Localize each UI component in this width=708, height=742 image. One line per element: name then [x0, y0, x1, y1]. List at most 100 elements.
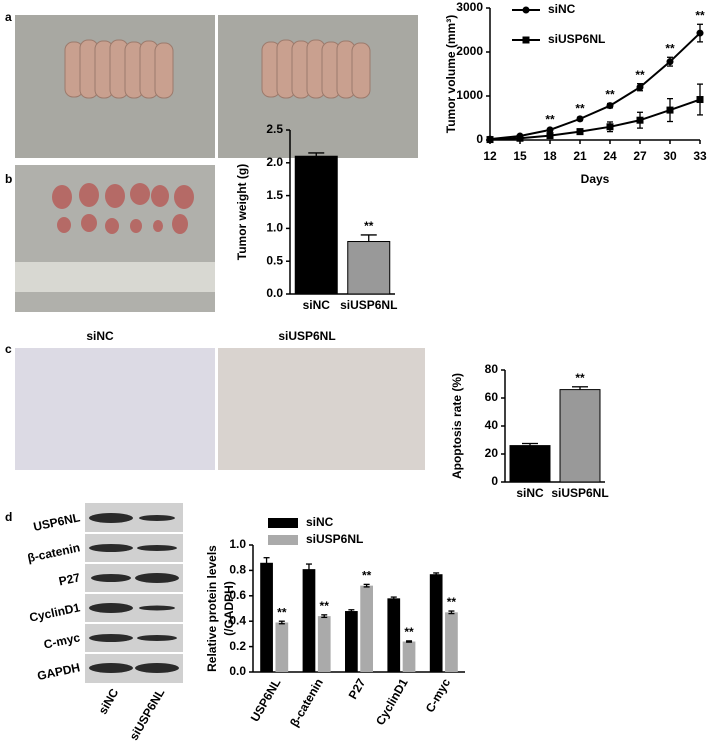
- x-axis-label: Days: [581, 172, 610, 186]
- ihc-images: [15, 348, 425, 470]
- x-tick-label: 21: [573, 149, 587, 163]
- x-tick-label: P27: [346, 676, 369, 702]
- image-label: siNC: [86, 329, 114, 343]
- bar: [559, 389, 601, 483]
- y-axis-label: Apoptosis rate (%): [450, 373, 464, 479]
- significance: **: [277, 605, 287, 619]
- blot-column-label: siNC: [96, 686, 122, 717]
- y-tick-label: 80: [485, 362, 499, 376]
- panel-label: c: [5, 342, 12, 356]
- marker: [576, 128, 584, 136]
- marker: [516, 134, 524, 142]
- y-tick-label: 0.4: [229, 613, 246, 627]
- y-tick-label: 0: [491, 474, 498, 488]
- y-tick-label: 0: [476, 132, 483, 146]
- legend-label: siNC: [548, 2, 576, 16]
- y-axis-label: (/GADPH): [222, 581, 236, 636]
- marker: [696, 96, 704, 104]
- y-tick-label: 3000: [456, 0, 483, 14]
- x-tick-label: siUSP6NL: [340, 298, 397, 312]
- x-tick-label: 24: [603, 149, 617, 163]
- x-tick-label: C-myc: [423, 676, 454, 715]
- x-tick-label: CyclinD1: [373, 676, 411, 728]
- y-axis-label: Tumor weight (g): [235, 164, 249, 260]
- bar: [445, 612, 458, 672]
- x-tick-label: β-catenin: [287, 676, 326, 729]
- panel-label: b: [5, 172, 12, 186]
- y-tick-label: 0.8: [229, 563, 246, 577]
- x-tick-label: 18: [543, 149, 557, 163]
- blot-column-label: siUSP6NL: [127, 686, 168, 742]
- significance: **: [635, 68, 645, 82]
- blot-row-label: USP6NL: [32, 510, 81, 534]
- series-line: [489, 32, 701, 141]
- marker: [606, 102, 614, 110]
- marker: [546, 132, 554, 140]
- x-tick-label: 33: [693, 149, 707, 163]
- bar: [275, 622, 289, 672]
- significance: **: [695, 8, 705, 22]
- bar: [347, 241, 391, 295]
- panel-label: a: [5, 10, 12, 24]
- marker: [666, 106, 674, 114]
- significance: **: [665, 41, 675, 55]
- marker: [636, 116, 644, 124]
- bar: [360, 585, 373, 672]
- y-tick-label: 1000: [456, 88, 483, 102]
- x-tick-label: siUSP6NL: [551, 486, 608, 500]
- bar: [387, 598, 401, 672]
- bar: [294, 155, 338, 295]
- legend-swatch: [268, 535, 298, 545]
- y-tick-label: 0.6: [229, 588, 246, 602]
- bar: [317, 616, 331, 672]
- panel-label: d: [5, 510, 12, 524]
- significance: **: [575, 101, 585, 115]
- x-tick-label: 27: [633, 149, 647, 163]
- marker: [546, 126, 554, 134]
- y-tick-label: 0.0: [229, 664, 246, 678]
- y-axis-label: Relative protein levels: [205, 545, 219, 672]
- marker: [606, 123, 614, 131]
- mouse-photos: [15, 15, 418, 158]
- bar: [260, 562, 273, 672]
- y-tick-label: 1.5: [266, 188, 283, 202]
- y-tick-label: 0.5: [266, 253, 283, 267]
- y-tick-label: 40: [485, 418, 499, 432]
- y-tick-label: 2.0: [266, 155, 283, 169]
- western-blot: [85, 503, 183, 683]
- significance: **: [320, 599, 330, 613]
- legend-label: siNC: [306, 515, 334, 529]
- significance: **: [447, 595, 457, 609]
- significance: **: [364, 219, 374, 233]
- y-axis-label: Tumor volume (mm³): [444, 15, 458, 133]
- y-tick-label: 1.0: [266, 221, 283, 235]
- significance: **: [545, 113, 555, 127]
- y-tick-label: 1.0: [229, 537, 246, 551]
- legend-swatch: [268, 518, 298, 528]
- blot-row-label: C-myc: [42, 630, 81, 651]
- y-tick-label: 2.5: [266, 122, 283, 136]
- significance: **: [404, 625, 414, 639]
- marker: [576, 115, 584, 123]
- x-tick-label: siNC: [516, 486, 544, 500]
- x-tick-label: USP6NL: [248, 676, 284, 724]
- x-tick-label: 30: [663, 149, 677, 163]
- marker: [636, 83, 644, 91]
- significance: **: [605, 88, 615, 102]
- y-tick-label: 60: [485, 390, 499, 404]
- legend-marker: [522, 6, 530, 14]
- y-tick-label: 0.0: [266, 286, 283, 300]
- bar: [302, 569, 316, 672]
- marker: [666, 58, 674, 66]
- y-tick-label: 0.2: [229, 639, 246, 653]
- bar: [429, 574, 443, 672]
- y-tick-label: 2000: [456, 44, 483, 58]
- blot-row-label: P27: [57, 570, 81, 588]
- bar: [345, 611, 358, 672]
- bar: [509, 445, 551, 483]
- blot-row-label: GAPDH: [36, 660, 81, 683]
- series-line: [489, 98, 701, 141]
- marker: [486, 136, 494, 144]
- blot-row-label: CyclinD1: [28, 600, 81, 624]
